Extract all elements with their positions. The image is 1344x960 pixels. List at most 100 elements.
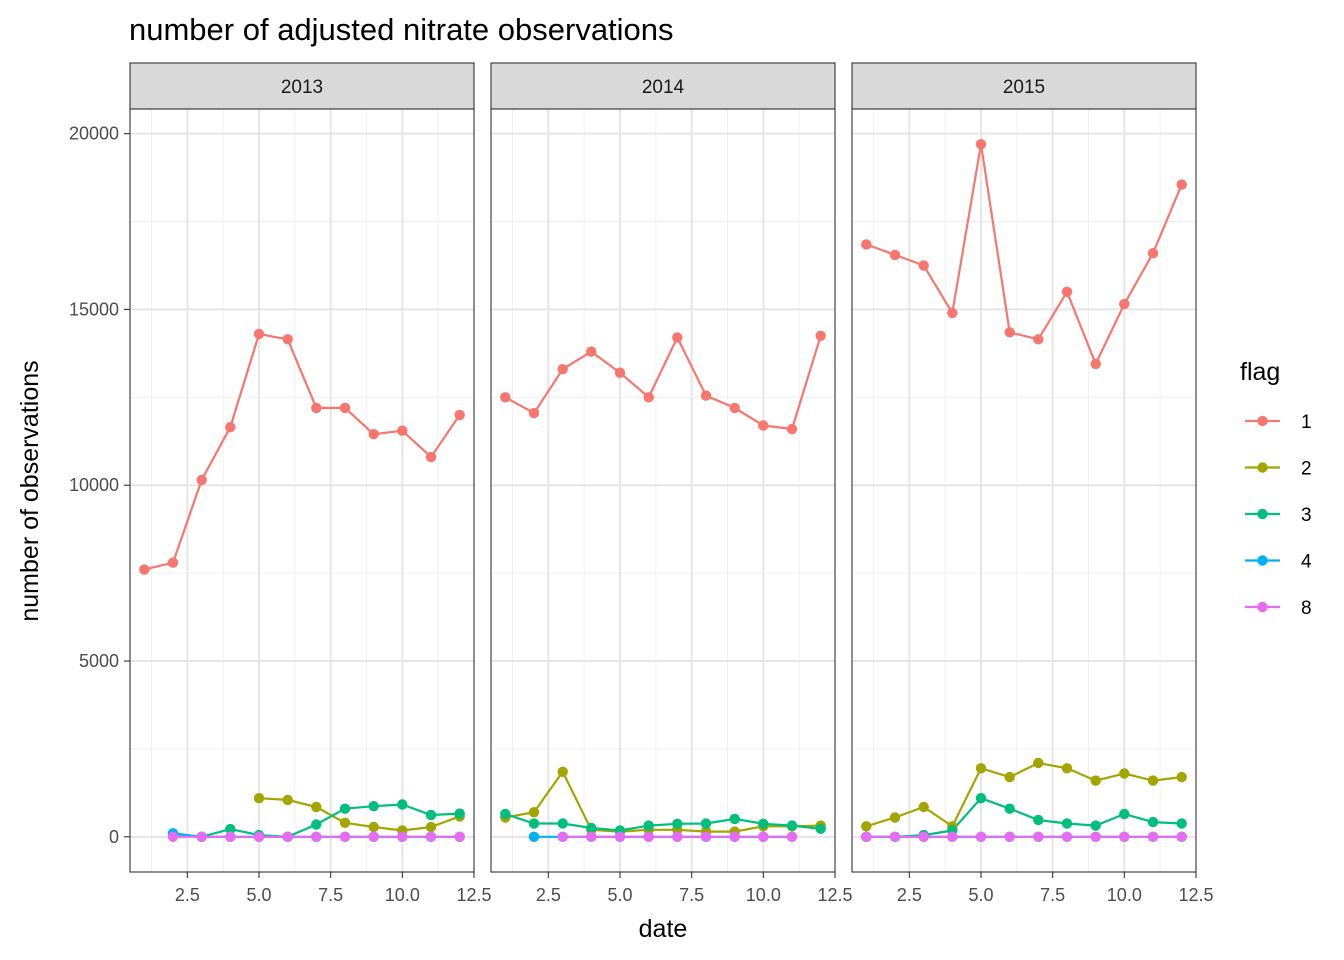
data-point-flag-1 — [1119, 298, 1130, 310]
data-point-flag-3 — [1119, 808, 1130, 820]
data-point-flag-8 — [1090, 831, 1101, 842]
data-point-flag-1 — [500, 392, 511, 403]
data-point-flag-1 — [1176, 179, 1187, 190]
data-point-flag-8 — [729, 831, 740, 842]
data-point-flag-2 — [1119, 768, 1130, 779]
data-point-flag-8 — [425, 831, 437, 842]
data-point-flag-3 — [729, 813, 740, 825]
data-point-flag-2 — [1061, 763, 1073, 774]
legend-entry-flag-4: 4 — [1245, 552, 1312, 573]
data-point-flag-8 — [339, 831, 351, 842]
x-tick-label: 7.5 — [318, 885, 343, 905]
panels-layer: 2013 2.5 5.0 7.5 10.0 12.5 2014 2.5 5.0 7.5 10.0 12… — [129, 62, 1214, 905]
data-point-flag-1 — [425, 451, 437, 463]
data-point-flag-2 — [368, 821, 379, 833]
data-point-flag-2 — [253, 793, 265, 804]
data-point-flag-1 — [700, 390, 712, 401]
chart-title: number of adjusted nitrate observations — [129, 12, 674, 47]
data-point-flag-3 — [700, 818, 712, 829]
data-point-flag-3 — [425, 809, 437, 821]
legend-entry-flag-2: 2 — [1245, 459, 1312, 480]
data-point-flag-1 — [454, 409, 465, 421]
data-point-flag-1 — [311, 402, 322, 414]
data-point-flag-2 — [282, 794, 293, 806]
data-point-flag-2 — [889, 812, 901, 823]
panel-2015: 2015 2.5 5.0 7.5 10.0 12.5 — [851, 62, 1214, 905]
data-point-flag-3 — [1176, 818, 1187, 829]
x-tick-label: 5.0 — [968, 885, 993, 905]
data-point-flag-1 — [1061, 286, 1073, 297]
y-tick-label: 10000 — [69, 475, 119, 495]
data-point-flag-3 — [557, 818, 568, 829]
series-line-flag-1 — [144, 332, 461, 571]
x-tick-label: 12.5 — [1178, 885, 1213, 905]
data-point-flag-3 — [528, 818, 540, 829]
data-point-flag-1 — [975, 139, 987, 150]
data-point-flag-8 — [586, 831, 597, 842]
data-point-flag-8 — [1176, 831, 1187, 842]
data-point-flag-3 — [1004, 803, 1015, 814]
legend-entry-flag-8: 8 — [1245, 598, 1312, 619]
legend-entry-flag-3: 3 — [1245, 505, 1312, 526]
data-point-flag-8 — [397, 831, 408, 842]
data-point-flag-1 — [557, 364, 568, 375]
data-point-flag-1 — [672, 332, 683, 343]
x-tick-label: 2.5 — [897, 885, 922, 905]
data-point-flag-1 — [139, 564, 150, 575]
data-point-flag-1 — [1033, 334, 1044, 345]
x-tick-label: 7.5 — [679, 885, 704, 905]
data-point-flag-1 — [282, 334, 293, 345]
data-point-flag-2 — [311, 801, 322, 813]
panel-2014: 2014 2.5 5.0 7.5 10.0 12.5 — [490, 62, 853, 905]
data-point-flag-8 — [975, 831, 987, 842]
x-tick-label: 10.0 — [746, 885, 781, 905]
data-point-flag-2 — [1147, 775, 1159, 786]
facet-strip — [851, 62, 1197, 110]
data-point-flag-3 — [225, 823, 236, 835]
data-point-flag-1 — [167, 557, 179, 568]
data-point-flag-3 — [368, 801, 379, 812]
data-point-flag-8 — [758, 831, 769, 842]
data-point-flag-1 — [861, 239, 872, 250]
data-point-flag-3 — [1090, 820, 1101, 831]
facet-strip-label: 2013 — [281, 77, 323, 98]
data-point-flag-3 — [1033, 814, 1044, 826]
facet-strip-label: 2014 — [642, 77, 685, 98]
legend-label: 3 — [1301, 505, 1312, 526]
data-point-flag-8 — [253, 831, 265, 842]
data-point-flag-1 — [643, 392, 654, 403]
data-point-flag-1 — [225, 422, 236, 433]
data-point-flag-3 — [586, 822, 597, 834]
data-point-flag-8 — [1033, 831, 1044, 842]
data-point-flag-3 — [815, 823, 826, 834]
data-point-flag-8 — [786, 831, 798, 842]
x-tick-label: 10.0 — [1107, 885, 1142, 905]
data-point-flag-3 — [643, 820, 654, 831]
data-point-flag-3 — [1147, 816, 1159, 828]
legend-key-point — [1257, 462, 1268, 473]
x-tick-label: 12.5 — [817, 885, 852, 905]
y-axis: 0 5000 10000 15000 20000 — [69, 124, 130, 847]
x-tick-label: 12.5 — [456, 885, 491, 905]
data-point-flag-2 — [1090, 775, 1101, 786]
data-point-flag-1 — [614, 367, 626, 378]
x-tick-label: 5.0 — [607, 885, 632, 905]
data-point-flag-3 — [975, 793, 987, 804]
legend-key-point — [1257, 415, 1268, 427]
panel-border — [129, 108, 475, 873]
data-point-flag-8 — [918, 831, 929, 842]
legend-label: 8 — [1301, 598, 1312, 619]
data-point-flag-2 — [861, 821, 872, 832]
data-point-flag-3 — [786, 820, 798, 831]
data-point-flag-2 — [1033, 757, 1044, 769]
data-point-flag-1 — [758, 420, 769, 431]
data-point-flag-1 — [1090, 358, 1101, 370]
data-point-flag-8 — [1147, 831, 1159, 842]
data-point-flag-2 — [1176, 771, 1187, 783]
data-point-flag-1 — [947, 307, 958, 319]
data-point-flag-8 — [672, 831, 683, 842]
y-tick-label: 5000 — [79, 651, 119, 671]
legend-title: flag — [1240, 358, 1280, 386]
data-point-flag-8 — [643, 831, 654, 842]
data-point-flag-8 — [1004, 831, 1015, 842]
